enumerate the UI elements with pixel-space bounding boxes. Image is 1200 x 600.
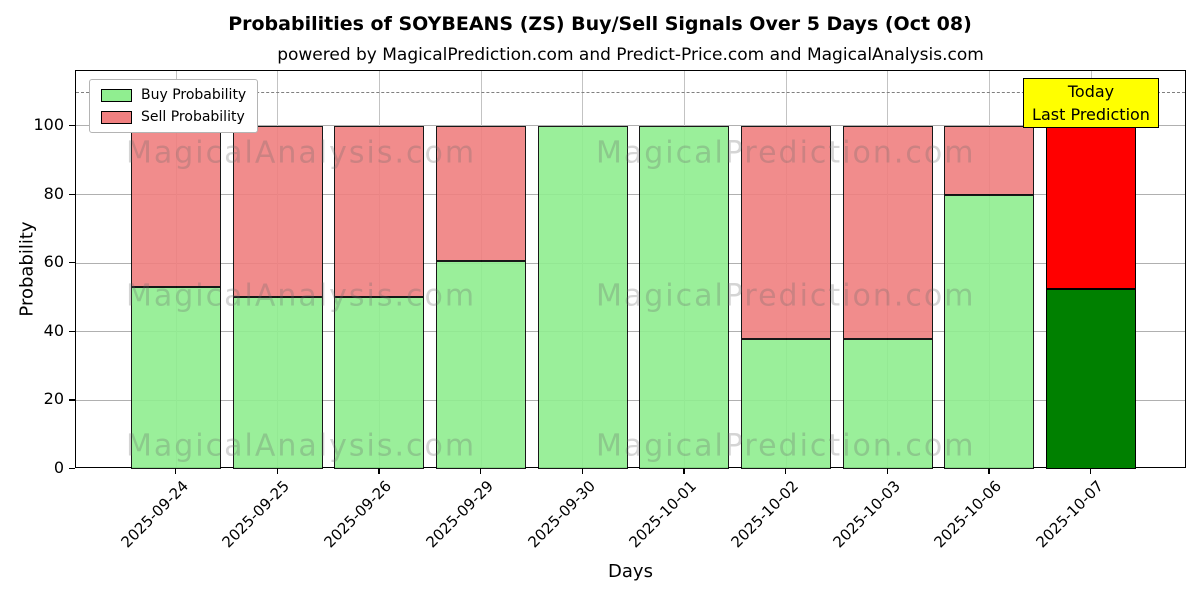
- today-annotation-box: Today Last Prediction: [1023, 78, 1159, 128]
- gridline-horizontal: [76, 194, 1185, 196]
- y-tick-mark: [69, 124, 75, 127]
- bar-buy-2025-09-24: [131, 287, 221, 469]
- bar-sell-2025-09-25: [232, 125, 323, 298]
- y-axis-title: Probability: [16, 221, 38, 317]
- x-tick-mark: [988, 468, 990, 474]
- legend: Buy Probability Sell Probability: [89, 79, 259, 133]
- watermark-text: MagicalAnalysis.com: [126, 428, 477, 464]
- x-tick-label: 2025-10-07: [1032, 477, 1107, 552]
- bar-buy-2025-10-07: [1046, 288, 1137, 469]
- bar-buy-2025-09-29: [436, 261, 526, 469]
- x-tick-mark: [581, 468, 583, 474]
- bar-buy-2025-09-26: [334, 297, 425, 469]
- chart-title: Probabilities of SOYBEANS (ZS) Buy/Sell …: [228, 13, 972, 35]
- x-tick-mark: [276, 468, 278, 474]
- legend-row-buy: Buy Probability: [101, 87, 246, 103]
- today-annotation-line2: Last Prediction: [1032, 105, 1150, 124]
- watermark-text: MagicalAnalysis.com: [126, 135, 477, 171]
- x-tick-mark: [886, 468, 888, 474]
- x-tick-label: 2025-10-02: [727, 477, 802, 552]
- gridline-horizontal: [76, 262, 1185, 264]
- y-tick-mark: [69, 262, 75, 264]
- bar-sell-2025-09-24: [131, 125, 221, 288]
- y-tick-mark: [69, 468, 75, 470]
- watermark-text: MagicalPrediction.com: [596, 278, 976, 314]
- x-tick-label: 2025-10-01: [625, 477, 701, 552]
- buy-swatch-icon: [101, 88, 132, 102]
- y-tick-label: 40: [43, 320, 64, 340]
- gridline-horizontal: [76, 399, 1185, 401]
- sell-swatch-icon: [101, 110, 132, 124]
- bar-buy-2025-10-06: [944, 194, 1035, 469]
- bar-sell-2025-10-07: [1046, 125, 1137, 289]
- watermark-text: MagicalAnalysis.com: [126, 278, 477, 314]
- today-annotation-line1: Today: [1067, 82, 1115, 101]
- legend-row-sell: Sell Probability: [101, 109, 246, 125]
- y-tick-label: 60: [43, 252, 64, 272]
- bar-sell-2025-10-02: [741, 125, 832, 339]
- watermark-text: MagicalPrediction.com: [596, 135, 976, 171]
- chart-subtitle: powered by MagicalPrediction.com and Pre…: [277, 45, 984, 65]
- x-tick-label: 2025-10-03: [829, 477, 904, 552]
- today-threshold-dashed-line: [76, 91, 1185, 93]
- x-tick-mark: [683, 468, 685, 474]
- x-tick-mark: [378, 468, 380, 474]
- plot-area: MagicalAnalysis.com MagicalPrediction.com…: [75, 70, 1186, 469]
- bar-buy-2025-10-03: [842, 338, 933, 469]
- bar-buy-2025-09-30: [537, 125, 628, 469]
- y-tick-label: 100: [33, 114, 64, 134]
- legend-label-sell: Sell Probability: [141, 109, 245, 125]
- x-tick-label: 2025-09-26: [320, 477, 396, 552]
- bar-buy-2025-10-01: [639, 125, 730, 469]
- x-tick-label: 2025-09-30: [524, 477, 599, 552]
- x-tick-mark: [785, 468, 787, 474]
- bar-sell-2025-09-29: [436, 125, 526, 262]
- x-tick-mark: [175, 468, 177, 474]
- legend-label-buy: Buy Probability: [141, 87, 247, 103]
- x-tick-label: 2025-09-24: [117, 477, 192, 552]
- y-tick-label: 0: [53, 458, 64, 477]
- gridline-horizontal: [76, 125, 1185, 127]
- bar-sell-2025-10-03: [842, 125, 933, 339]
- bar-sell-2025-09-26: [334, 125, 425, 298]
- x-tick-mark: [1090, 468, 1092, 474]
- bar-buy-2025-09-25: [232, 297, 323, 469]
- x-tick-mark: [480, 468, 482, 474]
- x-tick-label: 2025-09-25: [219, 477, 294, 552]
- watermark-text: MagicalPrediction.com: [596, 428, 976, 464]
- gridline-horizontal: [76, 331, 1185, 333]
- y-tick-label: 20: [43, 389, 64, 409]
- bar-buy-2025-10-02: [741, 338, 832, 469]
- y-tick-label: 80: [43, 183, 64, 203]
- x-tick-label: 2025-09-29: [422, 477, 497, 552]
- x-tick-label: 2025-10-06: [930, 477, 1006, 552]
- y-tick-mark: [69, 330, 75, 332]
- y-tick-mark: [69, 193, 75, 195]
- x-axis-title: Days: [608, 561, 653, 582]
- bar-sell-2025-10-06: [944, 125, 1035, 195]
- y-tick-mark: [69, 399, 75, 401]
